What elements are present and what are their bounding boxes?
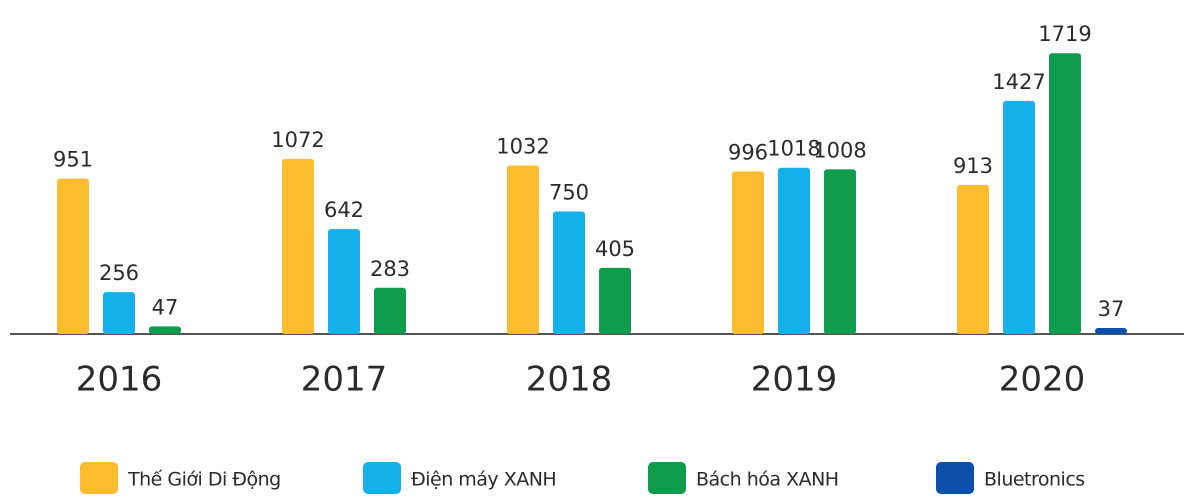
bar <box>1095 327 1127 334</box>
bar <box>732 171 764 334</box>
value-label: 1032 <box>496 134 549 158</box>
value-label: 1008 <box>813 138 866 162</box>
x-tick-label: 2019 <box>751 360 838 400</box>
legend-label: Thế Giới Di Động <box>127 469 281 491</box>
value-label: 37 <box>1098 297 1125 321</box>
bar <box>778 167 810 334</box>
value-label: 642 <box>324 198 364 222</box>
legend-label: Điện máy XANH <box>411 469 556 491</box>
value-label: 913 <box>953 154 993 178</box>
bar <box>103 292 135 334</box>
value-label: 1018 <box>767 137 820 161</box>
value-label: 256 <box>99 261 139 285</box>
x-tick-label: 2020 <box>999 360 1086 400</box>
bar <box>957 184 989 334</box>
legend-swatch <box>363 462 401 494</box>
legend-swatch <box>936 462 974 494</box>
x-tick-label: 2017 <box>301 360 388 400</box>
value-label: 996 <box>728 140 768 164</box>
bar <box>1049 53 1081 334</box>
x-tick-label: 2018 <box>526 360 613 400</box>
legend-swatch <box>80 462 118 494</box>
value-label: 405 <box>595 237 635 261</box>
legend-label: Bluetronics <box>984 469 1085 491</box>
x-tick-label: 2016 <box>76 360 163 400</box>
value-label: 1072 <box>271 128 324 152</box>
bar <box>507 165 539 334</box>
value-label: 47 <box>152 295 179 319</box>
bar <box>282 158 314 334</box>
bar <box>328 229 360 334</box>
bar <box>1003 100 1035 334</box>
value-label: 283 <box>370 257 410 281</box>
bar <box>553 211 585 334</box>
bar <box>599 267 631 334</box>
bar <box>57 178 89 334</box>
value-label: 1427 <box>992 70 1045 94</box>
legend-swatch <box>648 462 686 494</box>
bar <box>374 287 406 334</box>
value-label: 951 <box>53 148 93 172</box>
legend-label: Bách hóa XANH <box>696 469 839 491</box>
value-label: 750 <box>549 181 589 205</box>
bar <box>149 326 181 334</box>
value-label: 1719 <box>1038 22 1091 46</box>
bar <box>824 169 856 334</box>
